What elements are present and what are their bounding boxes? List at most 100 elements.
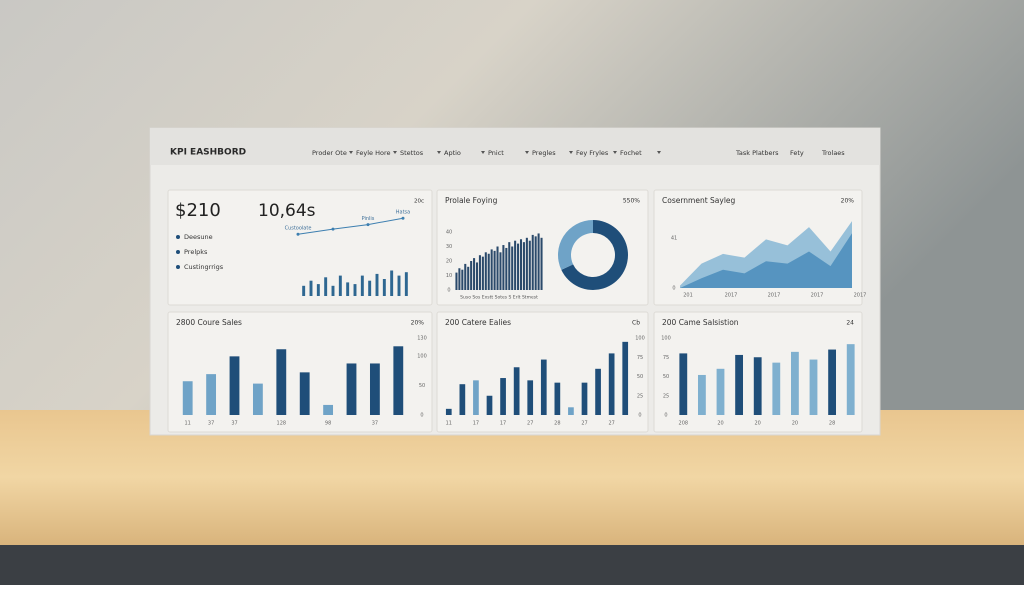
menu-item[interactable]: Fey Fryles [576,149,609,157]
y-tick-label: 20 [446,259,452,265]
y-tick-label: 0 [638,413,641,419]
menu-item[interactable]: Pnict [488,149,504,157]
x-tick-label: 2017 [811,293,824,299]
menu-item[interactable]: Feyle Hore [356,149,391,157]
bar [828,349,837,415]
bar [540,237,543,290]
line-annotation: Custoolate [285,226,312,232]
bar [568,407,574,415]
y-tick-label: 100 [661,336,671,342]
x-tick-label: 28 [554,421,560,427]
chart-badge: 20% [411,320,425,327]
bar [513,367,520,415]
bar [475,262,479,290]
x-tick-label: 20 [717,421,723,427]
bar [459,384,466,415]
kpi-value: 10,64s [258,201,316,221]
bar [697,374,706,415]
chart-badge: Cb [632,320,640,327]
y-tick-label: 25 [663,393,669,399]
line-annotation: Hatsa [396,210,410,216]
header-bar [150,128,880,165]
bar [346,282,350,296]
bar [522,242,525,290]
kpi-value: $210 [175,200,221,221]
y-tick-label: 30 [446,244,452,250]
dashboard-title: KPI EASHBORD [170,148,246,158]
donut-slice [561,220,628,290]
y-tick-label: 0 [664,413,667,419]
bar [809,359,818,415]
bar [324,277,328,296]
bar [346,363,357,415]
chart-badge: 20c [414,199,424,205]
bar [481,256,484,290]
bar [496,246,499,290]
bar [490,249,493,290]
legend-label: Custingrrigs [184,263,224,271]
menu-item[interactable]: Stettos [400,149,424,157]
panel [167,189,433,306]
y-tick-label: 130 [417,336,427,342]
bar [517,243,520,290]
line-point [331,227,335,231]
y-tick-label: 0 [447,288,450,294]
y-tick-label: 25 [637,393,643,399]
x-tick-label: 37 [372,421,378,427]
bar [679,353,688,415]
x-tick-label: 2017 [768,293,781,299]
bar [595,368,601,415]
menu-caret [569,151,573,154]
bar [206,374,217,415]
bar [299,372,310,415]
line-point [401,216,405,220]
header-action[interactable]: Trolaes [821,149,845,157]
y-tick-label: 0 [420,413,423,419]
bar [554,382,561,415]
y-tick-label: 100 [417,353,427,359]
bar [486,395,493,415]
x-tick-label: 17 [473,421,479,427]
legend-dot [176,265,180,269]
chart-title: Prolale Foying [445,196,498,205]
y-tick-label: 50 [637,374,643,380]
bar [487,253,490,290]
y-tick-label: 100 [635,336,645,342]
menu-item[interactable]: Aptio [444,149,461,157]
x-tick-label: 11 [185,421,191,427]
menu-item[interactable]: Fochet [620,149,642,157]
menu-caret [393,151,397,154]
header-action[interactable]: Task Platbers [735,149,779,157]
line [297,217,404,235]
bar [309,280,313,296]
x-tick-label: 27 [527,421,533,427]
bar [537,233,540,290]
bar [525,237,528,290]
y-tick-label: 50 [419,383,425,389]
header-action[interactable]: Fety [790,149,804,157]
bar [511,246,514,290]
menu-caret [481,151,485,154]
bar [368,280,372,296]
menu-caret [437,151,441,154]
bar [514,240,517,290]
bar [316,284,320,296]
bar [519,239,523,290]
x-tick-label: 98 [325,421,331,427]
chart-badge: 24 [846,320,854,327]
bar [252,383,263,415]
legend-dot [176,250,180,254]
x-tick-label: 2017 [725,293,738,299]
menu-item[interactable]: Pregles [532,149,556,157]
y-tick-label: 75 [663,355,669,361]
x-tick-label: 11 [446,421,452,427]
menu-item[interactable]: Proder Ote [312,149,347,157]
x-tick-label: 27 [608,421,614,427]
menu-caret [349,151,353,154]
chart-title: 2800 Coure Sales [176,318,242,327]
bar [473,258,476,290]
bar [622,341,629,415]
bar [445,408,452,415]
x-axis-label: Suso Sos Exstt Sotes S Erlt Stmest [460,295,538,301]
chart-badge: 20% [841,198,855,205]
